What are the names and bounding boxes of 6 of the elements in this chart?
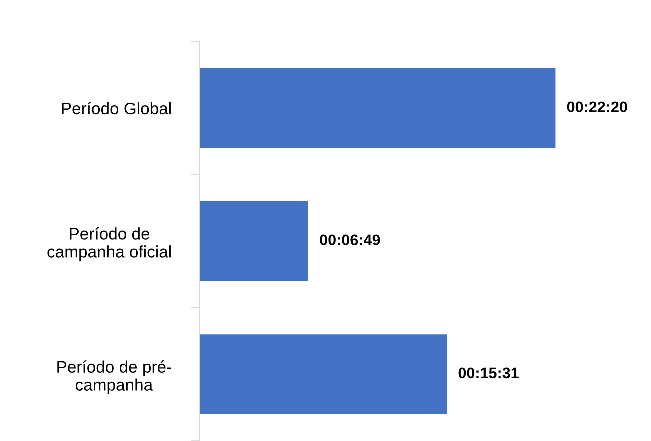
data-label: 00:15:31 — [458, 368, 519, 379]
y-tick-label: Período Global — [62, 102, 171, 115]
y-tick-label: Período de campanha oficial — [48, 227, 171, 262]
data-label: 00:06:49 — [320, 234, 380, 246]
data-label: 00:22:20 — [567, 102, 628, 113]
y-tick-label: Período de pré- campanha — [58, 360, 172, 394]
